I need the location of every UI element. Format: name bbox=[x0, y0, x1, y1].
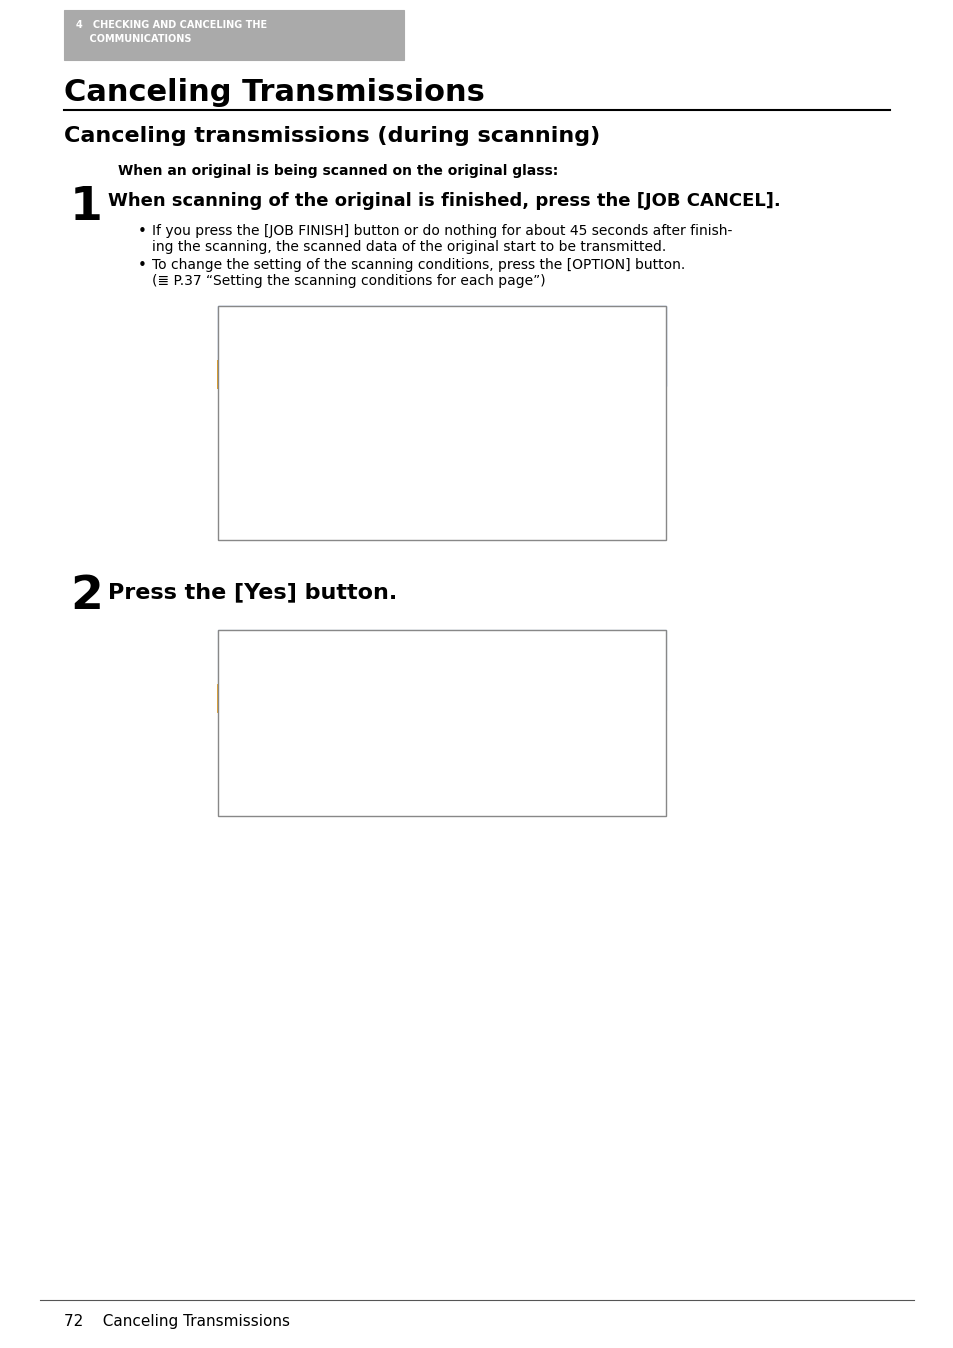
Text: 24: 24 bbox=[226, 344, 239, 355]
Text: 24: 24 bbox=[226, 669, 239, 678]
Bar bbox=[218, 363, 295, 386]
Bar bbox=[297, 687, 392, 708]
Text: When scanning of the original is finished, press the [JOB CANCEL].: When scanning of the original is finishe… bbox=[108, 191, 780, 210]
Bar bbox=[218, 506, 665, 541]
Text: STANDARD: STANDARD bbox=[226, 311, 275, 322]
Text: ADVANCED: ADVANCED bbox=[408, 367, 466, 376]
Text: FILE NO.=044: FILE NO.=044 bbox=[404, 650, 479, 661]
Text: FILE NO.=044: FILE NO.=044 bbox=[404, 326, 479, 336]
Bar bbox=[218, 686, 295, 710]
Text: DESTINATION: DESTINATION bbox=[310, 690, 379, 700]
Text: FILE NO.=044: FILE NO.=044 bbox=[404, 326, 479, 336]
Text: ADDRESS: ADDRESS bbox=[228, 367, 286, 377]
Bar bbox=[64, 9, 403, 61]
Text: DESTINATION: DESTINATION bbox=[310, 367, 379, 376]
Text: DESTINATION:0001: DESTINATION:0001 bbox=[392, 311, 492, 322]
Bar bbox=[484, 512, 562, 534]
Text: ADVANCED: ADVANCED bbox=[408, 690, 466, 700]
Text: STANDARD: STANDARD bbox=[226, 636, 275, 646]
Text: JOB CANCEL: JOB CANCEL bbox=[331, 518, 389, 527]
Text: DESTINATION:0001: DESTINATION:0001 bbox=[392, 636, 492, 646]
Bar bbox=[347, 749, 407, 772]
Text: 1: 1 bbox=[70, 185, 103, 231]
Bar bbox=[218, 306, 665, 541]
Bar bbox=[218, 506, 665, 541]
Bar bbox=[320, 512, 398, 534]
Bar bbox=[218, 386, 665, 506]
Text: ing the scanning, the scanned data of the original start to be transmitted.: ing the scanning, the scanned data of th… bbox=[152, 240, 665, 253]
Text: 4   CHECKING AND CANCELING THE: 4 CHECKING AND CANCELING THE bbox=[76, 20, 267, 30]
Bar bbox=[218, 306, 665, 363]
Text: ▾To continue, place document on glass.: ▾To continue, place document on glass. bbox=[303, 394, 540, 404]
Bar bbox=[317, 510, 401, 537]
Text: And press (START).: And press (START). bbox=[303, 408, 416, 418]
Text: •: • bbox=[138, 257, 147, 274]
Text: •: • bbox=[138, 224, 147, 239]
Text: When an original is being scanned on the original glass:: When an original is being scanned on the… bbox=[118, 164, 558, 178]
Bar bbox=[218, 363, 665, 386]
Text: 24: 24 bbox=[226, 344, 239, 355]
Bar bbox=[218, 363, 665, 386]
Text: To change the setting of the scanning conditions, press the [OPTION] button.: To change the setting of the scanning co… bbox=[152, 257, 684, 272]
Text: FILE: FILE bbox=[504, 690, 525, 700]
Bar bbox=[218, 630, 665, 686]
Bar bbox=[481, 364, 547, 384]
Text: OPTION: OPTION bbox=[424, 518, 459, 527]
Text: ▾To continue, place document on glass.: ▾To continue, place document on glass. bbox=[303, 394, 540, 404]
Text: ADVANCED: ADVANCED bbox=[408, 367, 466, 376]
Text: FILE: FILE bbox=[504, 367, 525, 376]
Text: COMMUNICATIONS: COMMUNICATIONS bbox=[76, 34, 192, 44]
Text: NO: NO bbox=[499, 755, 514, 766]
Text: ADDRESS: ADDRESS bbox=[228, 692, 286, 701]
Text: Press the [Yes] button.: Press the [Yes] button. bbox=[108, 582, 396, 603]
Bar bbox=[297, 364, 392, 384]
Text: FILE: FILE bbox=[504, 367, 525, 376]
Bar bbox=[402, 512, 480, 534]
Text: SCAN PAGE :      1: SCAN PAGE : 1 bbox=[375, 448, 488, 458]
Bar bbox=[402, 512, 480, 534]
Text: JOB FINISH: JOB FINISH bbox=[494, 518, 553, 527]
Text: JOB CANCEL: JOB CANCEL bbox=[331, 518, 389, 527]
Bar bbox=[218, 363, 295, 386]
Text: 2: 2 bbox=[70, 574, 103, 619]
Bar bbox=[394, 364, 479, 384]
Text: Canceling transmissions (during scanning): Canceling transmissions (during scanning… bbox=[64, 125, 599, 146]
Bar bbox=[317, 510, 401, 537]
Bar bbox=[218, 630, 665, 816]
Text: JOB FINISH: JOB FINISH bbox=[494, 518, 553, 527]
Text: ADDRESS: ADDRESS bbox=[228, 367, 286, 377]
Bar bbox=[218, 686, 665, 710]
Bar bbox=[297, 364, 392, 384]
Bar bbox=[481, 364, 547, 384]
Text: DESTINATION:0001: DESTINATION:0001 bbox=[392, 311, 492, 322]
Text: SCAN PAGE :      1: SCAN PAGE : 1 bbox=[375, 448, 488, 458]
Bar bbox=[481, 687, 547, 708]
Text: And press (START).: And press (START). bbox=[303, 408, 416, 418]
Bar bbox=[476, 749, 537, 772]
Bar bbox=[218, 306, 665, 363]
Text: STANDARD: STANDARD bbox=[226, 311, 275, 322]
Text: (≣ P.37 “Setting the scanning conditions for each page”): (≣ P.37 “Setting the scanning conditions… bbox=[152, 274, 545, 288]
Bar bbox=[218, 386, 665, 506]
Text: OPTION: OPTION bbox=[424, 518, 459, 527]
Bar bbox=[218, 710, 665, 789]
Bar bbox=[394, 687, 479, 708]
Bar bbox=[218, 789, 665, 816]
Bar bbox=[320, 512, 398, 534]
Text: Canceling Transmissions: Canceling Transmissions bbox=[64, 78, 484, 106]
Text: If you press the [JOB FINISH] button or do nothing for about 45 seconds after fi: If you press the [JOB FINISH] button or … bbox=[152, 224, 732, 239]
Bar bbox=[484, 512, 562, 534]
Text: 72    Canceling Transmissions: 72 Canceling Transmissions bbox=[64, 1314, 290, 1329]
Bar bbox=[394, 364, 479, 384]
Text: Are you sure you want to cancel job?: Are you sure you want to cancel job? bbox=[329, 728, 554, 737]
Text: DESTINATION: DESTINATION bbox=[310, 367, 379, 376]
Text: YES: YES bbox=[367, 755, 387, 766]
